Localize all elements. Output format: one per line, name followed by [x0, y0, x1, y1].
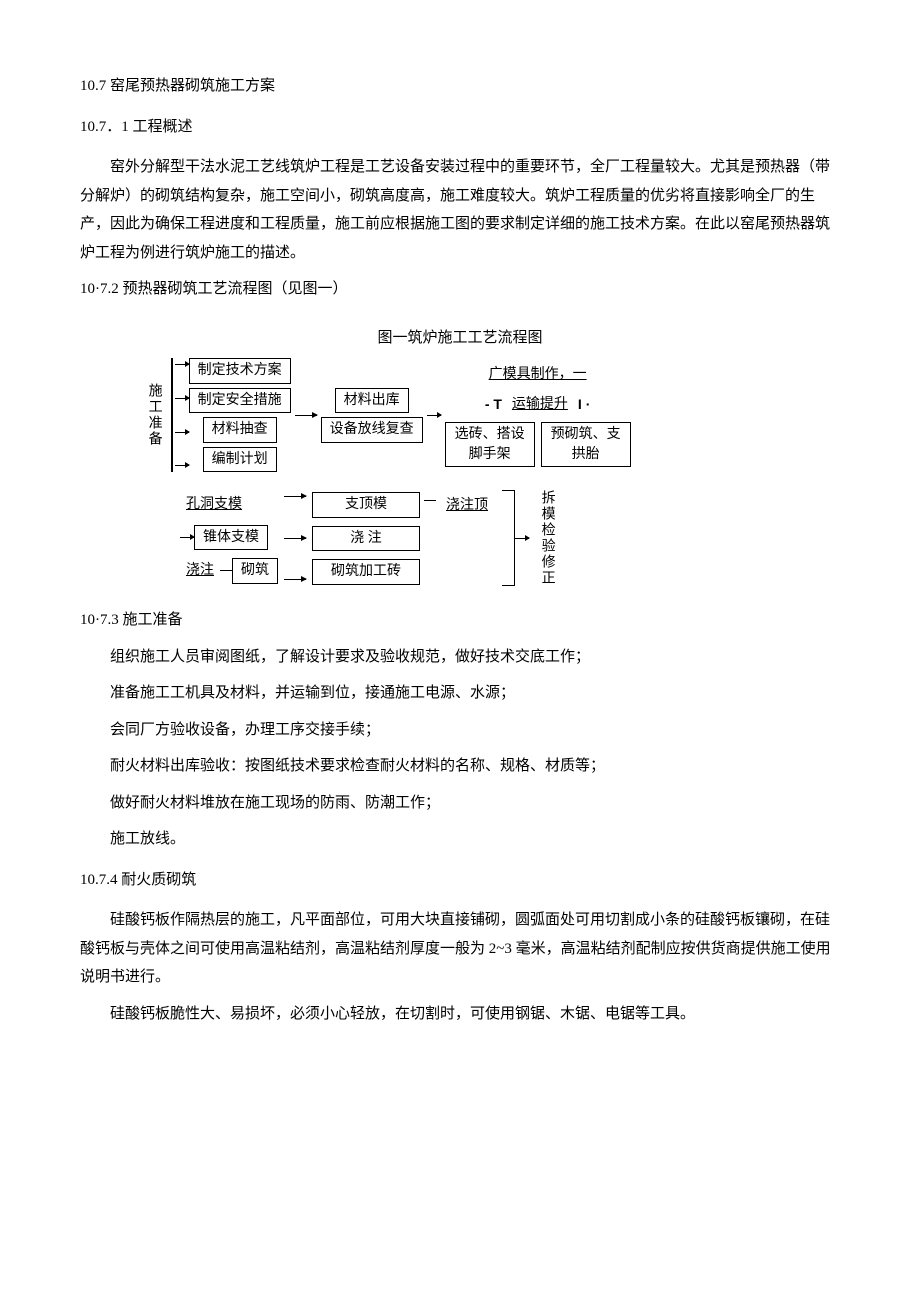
heading-10-7-4: 10.7.4 耐火质砌筑 [80, 866, 840, 895]
flow-box: 制定技术方案 [189, 358, 291, 384]
flow-text: 浇注顶 [440, 494, 494, 518]
flow-box: 制定安全措施 [189, 388, 291, 414]
flowchart-figure-1: 图一筑炉施工工艺流程图 施工准备 制定技术方案 制定安全措施 材料抽查 编制计划… [140, 324, 780, 587]
flow-col-2b: 支顶模 浇 注 砌筑加工砖 [312, 492, 420, 585]
flowchart-group-1: 施工准备 制定技术方案 制定安全措施 材料抽查 编制计划 材料出库 设备放线复查… [140, 358, 780, 472]
flow-arrow [284, 496, 306, 497]
flow-text: 浇注 [180, 559, 220, 583]
flow-arrow [180, 537, 194, 538]
list-item: 做好耐火材料堆放在施工现场的防雨、防潮工作； [110, 789, 840, 818]
flow-arrow [295, 415, 317, 416]
heading-10-7-1: 10.7．1 工程概述 [80, 113, 840, 142]
paragraph-refractory-2: 硅酸钙板脆性大、易损坏，必须小心轻放，在切割时，可使用钢锯、木锯、电锯等工具。 [80, 1000, 840, 1029]
flow-col-1: 制定技术方案 制定安全措施 材料抽查 编制计划 [189, 358, 291, 472]
flow-row: 选砖、搭设脚手架 预砌筑、支拱胎 [445, 422, 631, 467]
heading-10-7: 10.7 窑尾预热器砌筑施工方案 [80, 72, 840, 101]
list-item: 准备施工工机具及材料，并运输到位，接通施工电源、水源； [110, 679, 840, 708]
flow-arrow [515, 538, 529, 539]
flow-line [220, 570, 232, 571]
flow-text: 孔洞支模 [180, 493, 248, 517]
prep-vertical-label: 施工准备 [140, 383, 167, 447]
flow-box: 预砌筑、支拱胎 [541, 422, 631, 467]
flow-box: 支顶模 [312, 492, 420, 518]
flow-box: 材料出库 [335, 388, 409, 414]
flow-row: 浇注 砌筑 [180, 558, 278, 584]
flow-row: - T 运输提升 I · [481, 393, 595, 417]
list-item: 组织施工人员审阅图纸，了解设计要求及验收规范，做好技术交底工作； [110, 643, 840, 672]
flow-arrow [284, 579, 306, 580]
flow-text: I · [574, 393, 594, 417]
flow-box: 材料抽查 [203, 417, 277, 443]
flow-row: 锥体支模 [180, 525, 268, 551]
flow-arrow [175, 364, 189, 365]
flow-box: 砌筑加工砖 [312, 559, 420, 585]
flow-text: - T [481, 393, 506, 417]
flow-col-2: 材料出库 设备放线复查 [321, 388, 423, 443]
flow-arrow [175, 465, 189, 466]
flow-arrow [427, 415, 441, 416]
flow-arrow [175, 398, 189, 399]
list-item: 耐火材料出库验收：按图纸技术要求检查耐火材料的名称、规格、材质等； [110, 752, 840, 781]
flow-bracket [502, 490, 515, 586]
flow-box: 砌筑 [232, 558, 278, 584]
flow-box: 浇 注 [312, 526, 420, 552]
flow-col-3b: 浇注顶 [440, 494, 494, 518]
flowchart-title: 图一筑炉施工工艺流程图 [140, 324, 780, 353]
flow-text: 运输提升 [506, 393, 574, 417]
flow-joiner [424, 500, 436, 501]
flowchart-group-2: 孔洞支模 锥体支模 浇注 砌筑 支顶模 浇 注 砌筑加工砖 [180, 490, 780, 586]
flow-box: 锥体支模 [194, 525, 268, 551]
heading-10-7-2: 10·7.2 预热器砌筑工艺流程图（见图一） [80, 275, 840, 304]
flow-branches-1 [175, 358, 189, 472]
flow-box: 编制计划 [203, 447, 277, 473]
list-item: 会同厂方验收设备，办理工序交接手续； [110, 716, 840, 745]
heading-10-7-3: 10·7.3 施工准备 [80, 606, 840, 635]
flow-col-3: 广模具制作，一 - T 运输提升 I · 选砖、搭设脚手架 预砌筑、支拱胎 [445, 363, 631, 467]
paragraph-refractory-1: 硅酸钙板作隔热层的施工，凡平面部位，可用大块直接铺砌，圆弧面处可用切割成小条的硅… [80, 906, 840, 992]
flow-box: 设备放线复查 [321, 417, 423, 443]
flow-joiner [427, 358, 441, 472]
flow-joiner [295, 358, 317, 472]
flow-col-1b: 孔洞支模 锥体支模 浇注 砌筑 [180, 493, 278, 584]
flow-end-label: 拆模检验修正 [533, 490, 560, 586]
flow-arrow [175, 432, 189, 433]
flow-text: 广模具制作，一 [483, 363, 593, 387]
flow-row: 孔洞支模 [180, 493, 248, 517]
flow-branches-2 [284, 490, 306, 586]
flow-box: 选砖、搭设脚手架 [445, 422, 535, 467]
paragraph-overview: 窑外分解型干法水泥工艺线筑炉工程是工艺设备安装过程中的重要环节，全厂工程量较大。… [80, 153, 840, 267]
list-item: 施工放线。 [110, 825, 840, 854]
flow-arrow [284, 538, 306, 539]
flow-line [424, 500, 436, 501]
flow-vbar [171, 358, 173, 472]
